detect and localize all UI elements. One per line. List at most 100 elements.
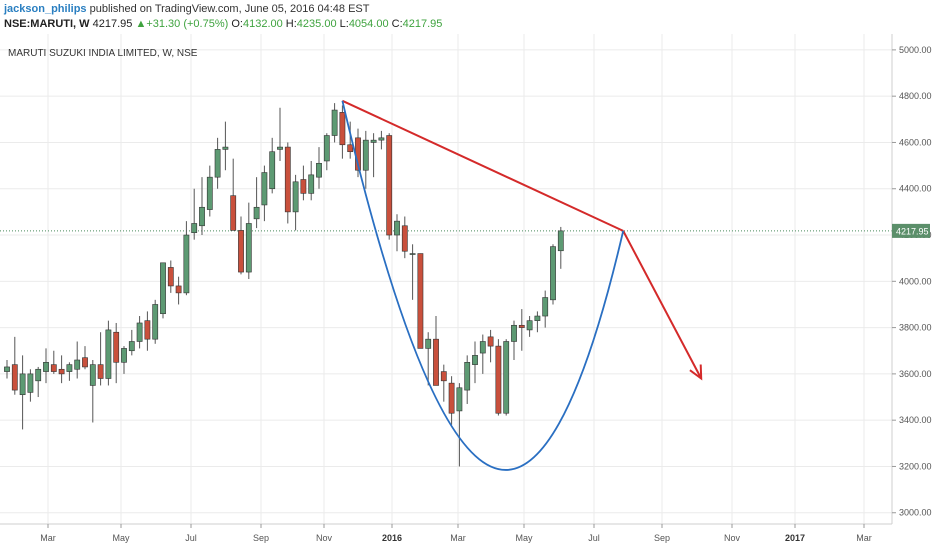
quote-line: NSE:MARUTI, W 4217.95 ▲+31.30 (+0.75%) O… [4,18,442,30]
candle-body [136,322,143,342]
candle [316,147,322,189]
resistance-trend-line[interactable] [341,99,624,232]
candle [238,216,244,275]
candle [175,276,182,305]
candle-body [440,371,447,382]
candle-body [542,297,549,317]
candle [487,329,494,363]
candle-body [316,162,322,178]
chart-title: MARUTI SUZUKI INDIA LIMITED, W, NSE [8,48,198,59]
time-tick-label: Mar [450,533,466,543]
projection-arrow-line[interactable] [622,230,703,379]
candle-body [191,223,198,234]
candle [394,214,400,252]
candle-body [425,338,432,349]
time-tick-label: Nov [724,533,741,543]
candle [440,364,447,402]
candle [50,350,57,374]
plot-background [0,34,892,524]
candle [277,107,283,161]
candle [269,137,276,194]
candle [4,360,10,379]
candle [534,311,541,333]
candle-body [456,387,463,412]
candle-body [206,176,213,210]
close-label: C: [391,18,403,30]
candle [331,103,338,143]
price-tick-label: 3000.00 [899,508,932,518]
candle [43,348,49,384]
time-tick-label: May [112,533,130,543]
price-tick-label: 4800.00 [899,91,932,101]
cup-curve[interactable] [341,100,625,471]
candle [339,105,346,159]
candle-body [58,368,65,375]
candle [82,346,88,370]
time-tick-label: Sep [654,533,670,543]
candle [495,339,502,416]
candle [284,142,291,224]
candle [557,226,564,269]
annotations[interactable] [341,99,703,471]
high-value: 4235.00 [296,18,337,30]
candlestick-chart[interactable]: MARUTI SUZUKI INDIA LIMITED, W, NSE 5000… [0,34,932,550]
publish-info: published on TradingView.com, June 05, 2… [89,3,370,15]
candle [167,260,174,293]
price-axis[interactable]: 5000.004800.004600.004400.004200.004000.… [892,45,932,518]
author-link[interactable]: jackson_philips [4,3,87,15]
candle [97,332,104,386]
candle [347,121,354,159]
close-value: 4217.95 [402,18,443,30]
candle-body [550,246,556,301]
candle-body [526,320,533,331]
candle [160,262,166,319]
candle-body [144,320,151,340]
time-tick-label: Mar [856,533,872,543]
time-tick-label: 2017 [785,533,805,543]
candle [105,320,112,386]
candle-body [50,364,57,372]
candle-body [128,341,135,352]
candle-body [89,364,96,386]
last-price-tag [892,223,930,238]
candle [542,290,549,328]
candle-body [401,225,408,252]
price-tick-label: 5000.00 [899,45,932,55]
candle-body [284,146,291,213]
candle-body [27,373,34,393]
candle-body [11,364,18,391]
candle-body [238,230,244,273]
high-label: H: [285,18,297,30]
candle [409,244,416,300]
price-tick-label: 4400.00 [899,184,932,194]
candle-body [74,359,81,370]
price-tick-label: 4600.00 [899,137,932,147]
candle-body [518,324,525,328]
open-value: 4132.00 [242,18,283,30]
candle-body [214,149,221,178]
grid [0,34,892,524]
candle-body [386,135,393,236]
price-tick-label: 3800.00 [899,323,932,333]
time-tick-label: 2016 [382,533,402,543]
time-tick-label: May [515,533,533,543]
time-axis[interactable]: Mar May Jul Sep Nov 2016 Mar May Jul Sep Nov 2017 Ma… [40,524,872,543]
candle-body [433,338,439,386]
candle-body [230,195,237,231]
open-label: O: [231,18,243,30]
candle [425,332,432,386]
candle-body [152,304,159,340]
candle-body [487,336,494,347]
candle-body [347,144,354,153]
candle [464,355,471,404]
candle-body [113,331,120,363]
candle [472,341,478,384]
price-tick-label: 3200.00 [899,461,932,471]
candle [433,316,439,386]
candle-body [121,348,127,363]
candle [113,322,120,384]
candle-body [253,206,260,220]
candle-body [300,179,307,194]
candle [199,177,205,236]
candle-body [495,345,502,414]
